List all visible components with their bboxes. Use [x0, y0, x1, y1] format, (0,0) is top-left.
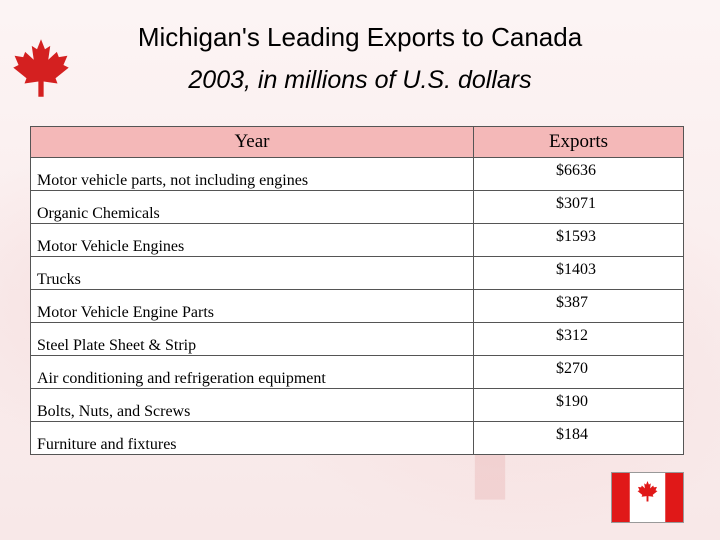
table-header-row: Year Exports [30, 126, 684, 158]
export-item: Steel Plate Sheet & Strip [30, 322, 474, 356]
export-item: Trucks [30, 256, 474, 290]
slide-subtitle: 2003, in millions of U.S. dollars [188, 66, 532, 94]
export-value: $312 [473, 322, 684, 356]
export-item: Air conditioning and refrigeration equip… [30, 355, 474, 389]
column-header-year: Year [30, 126, 474, 158]
canada-flag-icon [611, 472, 684, 523]
table-row: Bolts, Nuts, and Screws $190 [30, 388, 684, 422]
export-item: Motor Vehicle Engines [30, 223, 474, 257]
export-value: $1403 [473, 256, 684, 290]
export-item: Bolts, Nuts, and Screws [30, 388, 474, 422]
export-item: Furniture and fixtures [30, 421, 474, 455]
column-header-exports: Exports [473, 126, 684, 158]
slide-title: Michigan's Leading Exports to Canada [137, 22, 583, 52]
table-row: Motor vehicle parts, not including engin… [30, 157, 684, 191]
export-value: $6636 [473, 157, 684, 191]
table-row: Motor Vehicle Engine Parts $387 [30, 289, 684, 323]
export-item: Organic Chemicals [30, 190, 474, 224]
export-value: $3071 [473, 190, 684, 224]
exports-table: Year Exports Motor vehicle parts, not in… [30, 126, 684, 455]
export-value: $1593 [473, 223, 684, 257]
table-row: Air conditioning and refrigeration equip… [30, 355, 684, 389]
table-row: Steel Plate Sheet & Strip $312 [30, 322, 684, 356]
table-row: Furniture and fixtures $184 [30, 421, 684, 455]
export-item: Motor Vehicle Engine Parts [30, 289, 474, 323]
maple-leaf-icon [13, 39, 69, 97]
export-item: Motor vehicle parts, not including engin… [30, 157, 474, 191]
export-value: $387 [473, 289, 684, 323]
table-row: Trucks $1403 [30, 256, 684, 290]
table-row: Organic Chemicals $3071 [30, 190, 684, 224]
table-row: Motor Vehicle Engines $1593 [30, 223, 684, 257]
export-value: $190 [473, 388, 684, 422]
export-value: $270 [473, 355, 684, 389]
export-value: $184 [473, 421, 684, 455]
